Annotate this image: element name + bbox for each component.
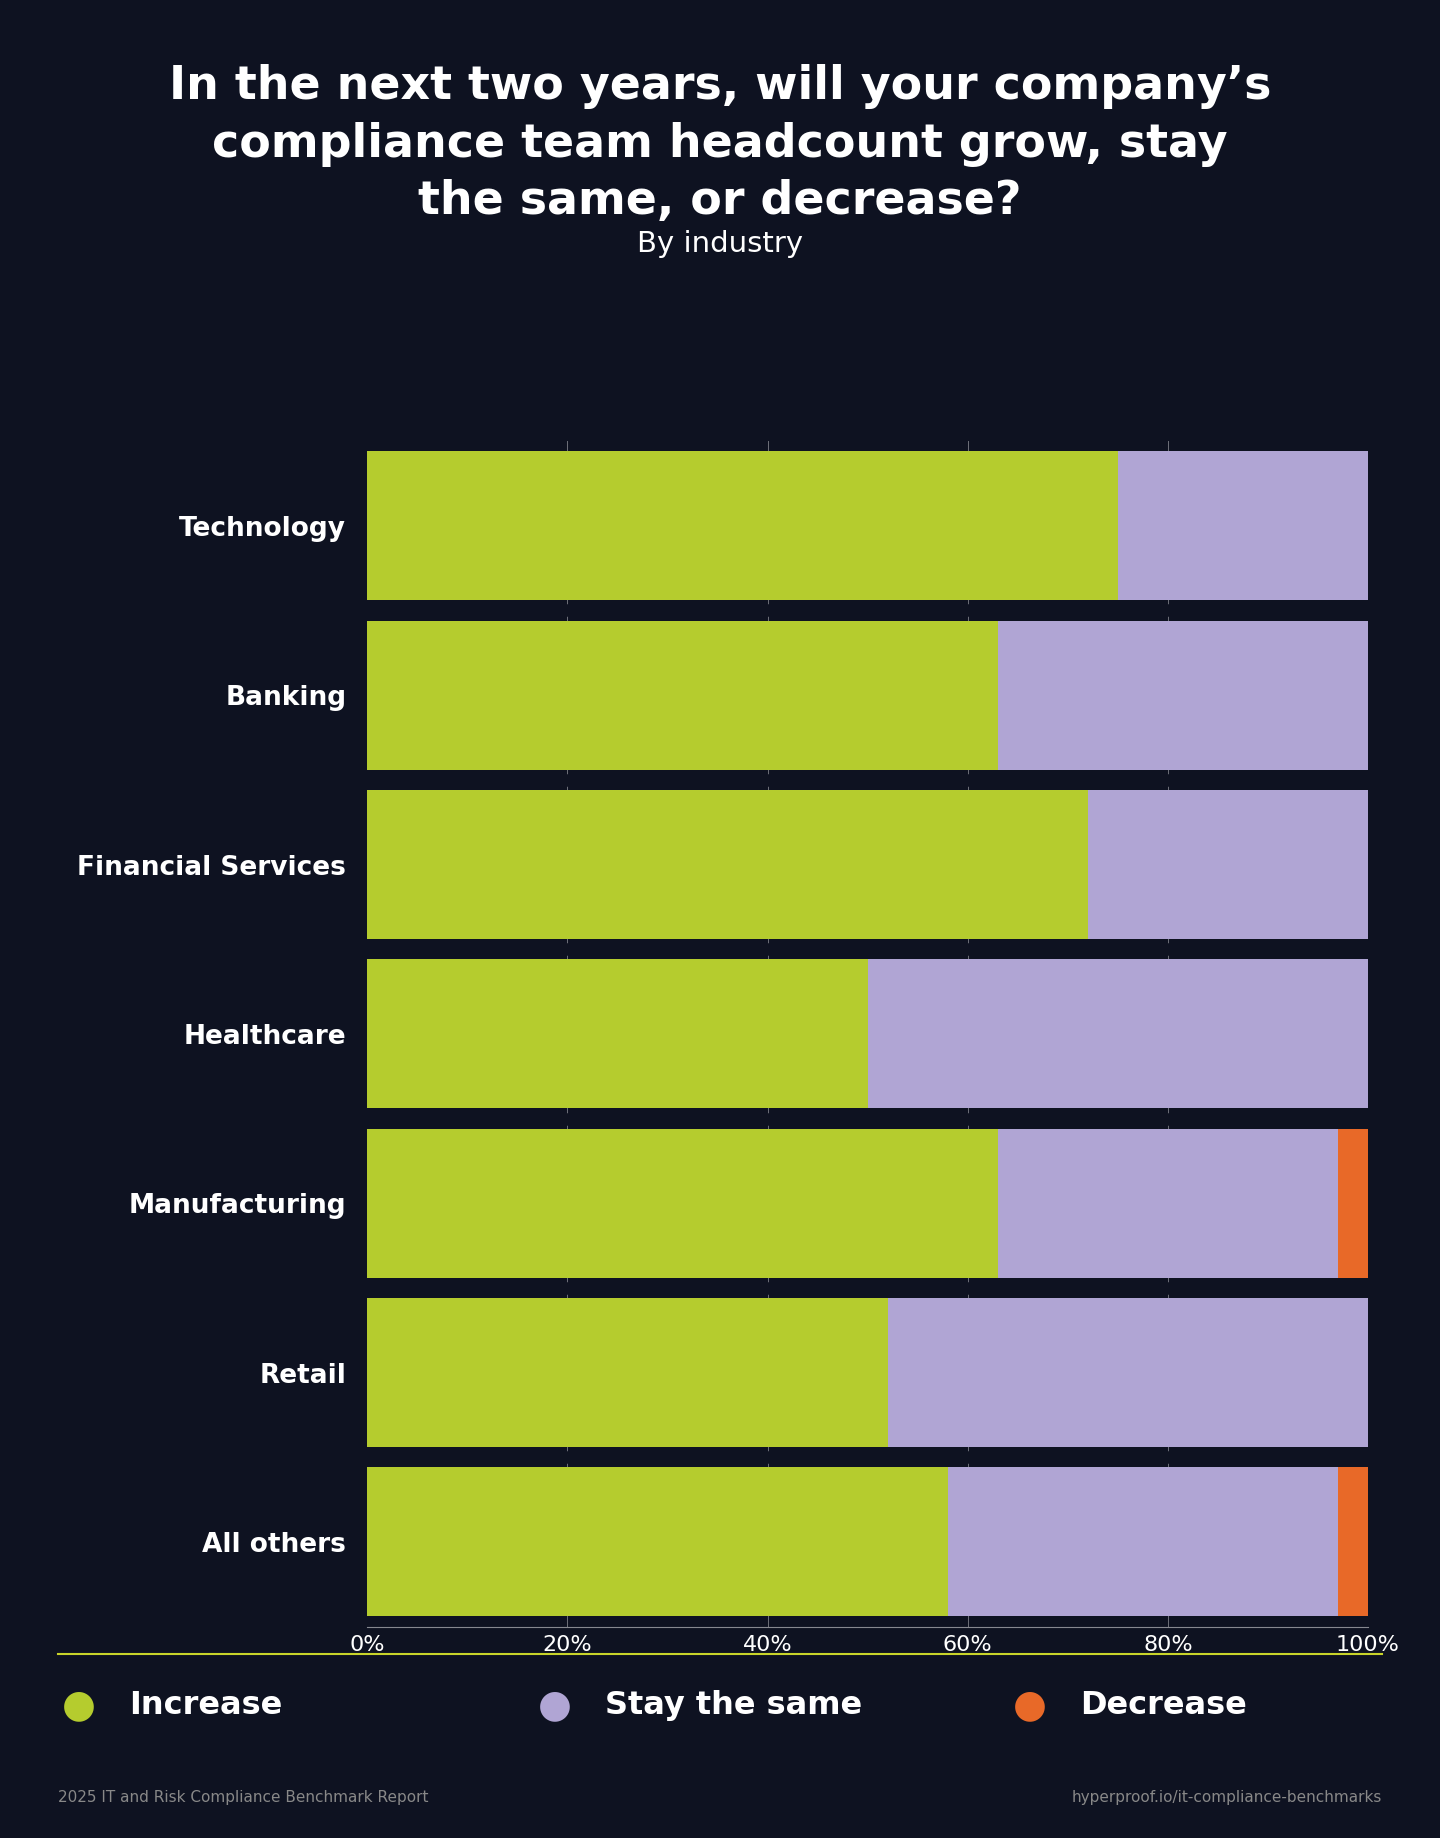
Bar	[367, 1467, 948, 1616]
Bar	[367, 1129, 998, 1277]
Text: Decrease: Decrease	[1080, 1691, 1247, 1720]
Text: hyperproof.io/it-compliance-benchmarks: hyperproof.io/it-compliance-benchmarks	[1071, 1790, 1382, 1805]
Text: 2025 IT and Risk Compliance Benchmark Report: 2025 IT and Risk Compliance Benchmark Re…	[58, 1790, 428, 1805]
Bar	[887, 1298, 1368, 1447]
Text: ●: ●	[1012, 1687, 1047, 1724]
Bar	[367, 621, 998, 770]
Text: In the next two years, will your company’s
compliance team headcount grow, stay
: In the next two years, will your company…	[168, 64, 1272, 224]
Bar	[1117, 452, 1368, 601]
Text: By industry: By industry	[636, 230, 804, 257]
Text: Stay the same: Stay the same	[605, 1691, 863, 1720]
Bar	[867, 959, 1368, 1108]
Bar	[367, 1298, 887, 1447]
Text: ●: ●	[62, 1687, 96, 1724]
Bar	[367, 790, 1087, 939]
Bar	[1087, 790, 1368, 939]
Bar	[367, 452, 1117, 601]
Text: Increase: Increase	[130, 1691, 282, 1720]
Bar	[367, 959, 867, 1108]
Bar	[1338, 1467, 1368, 1616]
Bar	[998, 1129, 1338, 1277]
Bar	[948, 1467, 1338, 1616]
Bar	[1338, 1129, 1368, 1277]
Bar	[998, 621, 1368, 770]
Text: ●: ●	[537, 1687, 572, 1724]
